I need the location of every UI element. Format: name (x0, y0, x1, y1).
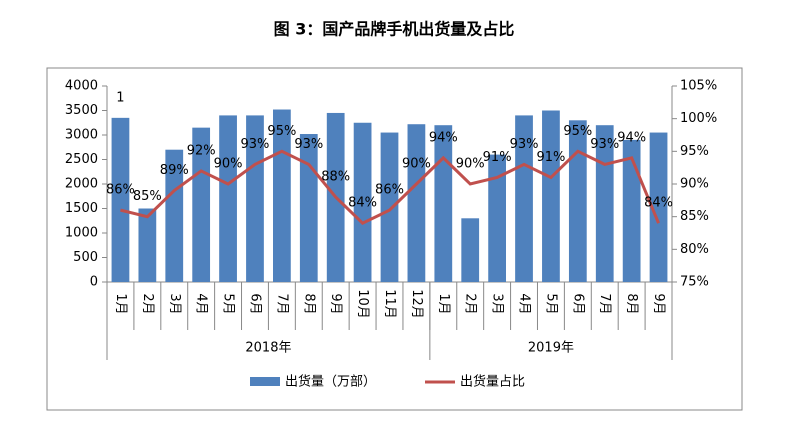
bar (380, 132, 399, 282)
y-tick-label: 500 (73, 250, 98, 265)
x-tick-label: 2月 (140, 293, 155, 314)
bar (622, 139, 641, 282)
bar (219, 115, 237, 283)
data-label: 91% (536, 150, 565, 165)
data-label: 90% (402, 157, 431, 172)
y2-tick-label: 105% (680, 79, 717, 94)
group-label: 2018年 (245, 341, 291, 356)
bar (568, 120, 587, 282)
bar (138, 208, 157, 282)
x-tick-label: 9月 (328, 293, 343, 314)
bar (515, 115, 533, 283)
x-tick-label: 5月 (543, 293, 558, 314)
data-label: 95% (563, 124, 592, 139)
x-tick-label: 8月 (624, 293, 639, 314)
y2-tick-label: 85% (680, 209, 709, 224)
bar (246, 115, 264, 283)
data-label: 94% (429, 130, 458, 145)
y-tick-label: 2000 (65, 177, 98, 192)
y-tick-label: 0 (90, 275, 98, 290)
legend-swatch (250, 377, 280, 386)
bar (111, 117, 130, 282)
x-tick-label: 11月 (382, 289, 397, 319)
bar (542, 110, 560, 282)
y-tick-label: 4000 (65, 79, 98, 94)
group-label: 2019年 (528, 341, 574, 356)
x-tick-label: 7月 (274, 293, 289, 314)
data-label: 85% (133, 189, 162, 204)
data-label: 95% (267, 124, 296, 139)
y-tick-label: 2500 (65, 152, 98, 167)
bar (434, 125, 453, 282)
x-tick-label: 1月 (113, 293, 128, 314)
data-label: 93% (294, 137, 323, 152)
x-tick-label: 8月 (301, 293, 316, 314)
x-tick-label: 10月 (355, 289, 370, 319)
data-label: 86% (375, 183, 404, 198)
x-tick-label: 3月 (490, 293, 505, 314)
x-tick-label: 12月 (409, 289, 424, 319)
legend-label: 出货量（万部） (285, 374, 376, 390)
data-label: 90% (214, 157, 243, 172)
chart-border (46, 67, 743, 411)
x-tick-label: 3月 (167, 293, 182, 314)
data-label: 90% (456, 157, 485, 172)
data-label: 91% (483, 150, 512, 165)
x-tick-label: 6月 (247, 293, 262, 314)
data-label: 94% (617, 130, 646, 145)
data-label: 93% (241, 137, 270, 152)
data-label: 86% (106, 183, 135, 198)
x-tick-label: 1月 (436, 293, 451, 314)
y2-tick-label: 90% (680, 177, 709, 192)
bar (165, 149, 184, 282)
data-label: 88% (321, 170, 350, 185)
x-tick-label: 7月 (597, 293, 612, 314)
data-label: 93% (510, 137, 539, 152)
x-tick-label: 4月 (517, 293, 532, 314)
bar (649, 132, 668, 282)
data-label: 84% (348, 196, 377, 211)
y-tick-label: 3000 (65, 128, 98, 143)
x-tick-label: 9月 (651, 293, 666, 314)
line (120, 149, 660, 226)
y2-tick-label: 100% (680, 111, 717, 126)
y2-tick-label: 80% (680, 242, 709, 257)
y2-tick-label: 75% (680, 275, 709, 290)
bar (461, 218, 480, 282)
bar (488, 154, 506, 282)
bar (407, 124, 426, 282)
y-tick-label: 1000 (65, 226, 98, 241)
y-tick-label: 3500 (65, 103, 98, 118)
y2-tick-label: 95% (680, 144, 709, 159)
x-tick-label: 5月 (221, 293, 236, 314)
data-label: 84% (644, 196, 673, 211)
chart-title: 图 3：国产品牌手机出货量及占比 (274, 20, 515, 39)
legend-label: 出货量占比 (460, 374, 525, 390)
bar (192, 127, 211, 283)
data-label: 92% (187, 143, 216, 158)
x-tick-label: 4月 (194, 293, 209, 314)
y-tick-label: 1500 (65, 201, 98, 216)
annotation: 1 (116, 90, 124, 105)
data-label: 93% (590, 137, 619, 152)
bar (299, 134, 318, 282)
bar (353, 122, 372, 282)
x-tick-label: 2月 (463, 293, 478, 314)
data-label: 89% (160, 163, 189, 178)
x-tick-label: 6月 (570, 293, 585, 314)
